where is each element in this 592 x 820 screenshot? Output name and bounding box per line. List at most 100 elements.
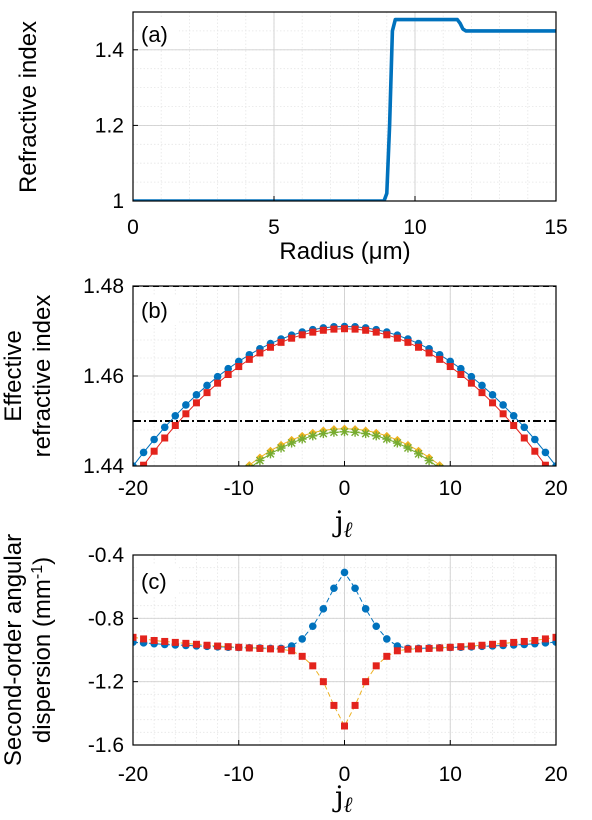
y-tick-label: -1.6: [88, 734, 124, 757]
data-point-square: [266, 645, 274, 653]
data-point-square: [256, 349, 264, 357]
data-point-square: [161, 434, 169, 442]
data-point-star: [245, 463, 254, 466]
data-point-square: [351, 701, 359, 709]
data-point-circle: [478, 381, 486, 390]
y-tick-label: 1.46: [83, 365, 124, 388]
data-point-square: [214, 379, 222, 387]
data-point-circle: [308, 622, 317, 631]
data-point-square: [161, 637, 169, 645]
x-tick-label: 10: [403, 216, 426, 239]
panel-c-xlabel-j: j: [332, 780, 344, 813]
data-point-star: [414, 449, 424, 459]
data-point-square: [224, 370, 232, 378]
data-point-square: [510, 638, 518, 646]
panel-c-ylabel-main: dispersion (mm: [29, 579, 56, 743]
data-point-square: [499, 410, 507, 418]
data-point-square: [235, 643, 243, 651]
data-point-square: [235, 363, 243, 371]
data-point-diamond: [467, 489, 475, 497]
data-point-circle: [192, 391, 201, 399]
data-point-star: [435, 463, 444, 466]
panel-b-label: (b): [141, 298, 168, 323]
y-tick-label: 1.44: [83, 455, 124, 478]
y-tick-label: 1.2: [95, 114, 124, 137]
panel-c-xlabel: jℓ: [332, 780, 353, 818]
data-point-square: [182, 410, 190, 418]
x-tick-label: -20: [118, 477, 148, 500]
data-point-circle: [213, 372, 222, 381]
data-point-circle: [351, 584, 359, 593]
panel-c-label: (c): [141, 569, 167, 594]
data-point-square: [319, 326, 327, 334]
data-point-square: [256, 644, 264, 652]
data-point-star: [350, 427, 360, 437]
data-point-square: [520, 434, 528, 442]
data-point-square: [415, 343, 423, 351]
panel-b-xlabel-sub: ℓ: [344, 517, 353, 543]
data-point-square: [541, 635, 549, 643]
data-point-square: [330, 325, 338, 333]
data-point-square: [457, 643, 465, 651]
data-point-square: [425, 644, 433, 652]
panel-c: -20 -10 0 10 20 -0.4 -0.8 -1.2 -1.6 (c) Second-o…: [0, 534, 568, 818]
data-point-circle: [340, 568, 349, 577]
panel-b-xlabel: jℓ: [332, 505, 353, 543]
y-tick-label: 1.4: [95, 39, 125, 62]
data-point-circle: [224, 364, 232, 373]
data-point-star: [255, 456, 265, 466]
panel-c-ylabel-line1: Second-order angular: [0, 534, 27, 766]
data-point-square: [224, 643, 232, 651]
data-point-square: [245, 644, 253, 652]
data-point-square: [214, 642, 222, 650]
panel-a-label-bg: [137, 18, 179, 48]
y-tick-label: 1: [112, 190, 124, 213]
data-point-star: [403, 443, 413, 453]
panel-c-grid: [132, 554, 557, 746]
data-point-square: [383, 652, 391, 660]
data-point-square: [341, 325, 348, 333]
panel-b-ylabel-line2: refractive index: [29, 295, 56, 458]
series-line: [133, 636, 556, 728]
panel-c-ticks: -20 -10 0 10 20 -0.4 -0.8 -1.2 -1.6: [88, 544, 568, 786]
panel-c-xlabel-sub: ℓ: [344, 792, 353, 818]
panel-a-xlabel: Radius (μm): [279, 238, 410, 265]
data-point-square: [362, 326, 370, 334]
panel-a-grid: [132, 11, 557, 202]
data-point-square: [404, 338, 412, 346]
data-point-square: [171, 422, 179, 430]
data-point-square: [309, 328, 317, 336]
data-point-star: [213, 492, 222, 501]
data-point-square: [446, 643, 454, 651]
data-point-star: [297, 434, 307, 444]
data-point-square: [510, 422, 518, 430]
data-point-circle: [499, 401, 507, 409]
data-point-square: [383, 331, 391, 339]
data-point-diamond: [435, 461, 444, 466]
data-point-circle: [467, 372, 476, 381]
data-point-circle: [372, 622, 381, 631]
data-point-square: [499, 639, 507, 647]
panel-b-ticks: -20 -10 0 10 20 1.44 1.46 1.48: [83, 275, 568, 500]
data-point-circle: [139, 448, 148, 457]
data-point-circle: [509, 411, 518, 420]
data-point-square: [330, 701, 338, 709]
data-point-star: [318, 429, 328, 439]
x-tick-label: 0: [339, 763, 351, 786]
data-point-square: [415, 645, 423, 653]
data-point-square: [288, 647, 296, 655]
x-tick-label: -10: [224, 477, 254, 500]
data-point-square: [404, 645, 412, 653]
data-point-star: [276, 443, 286, 453]
data-point-square: [150, 447, 158, 455]
panel-b: -20 -10 0 10 20 1.44 1.46 1.48 (b) Effective re…: [0, 275, 568, 543]
data-point-circle: [330, 584, 338, 593]
data-point-star: [371, 431, 381, 441]
data-point-circle: [361, 605, 370, 613]
data-point-square: [298, 331, 306, 339]
panel-c-plot: [133, 568, 556, 730]
panel-b-grid: [132, 285, 557, 467]
data-point-square: [393, 647, 401, 655]
x-tick-label: 15: [544, 216, 567, 239]
